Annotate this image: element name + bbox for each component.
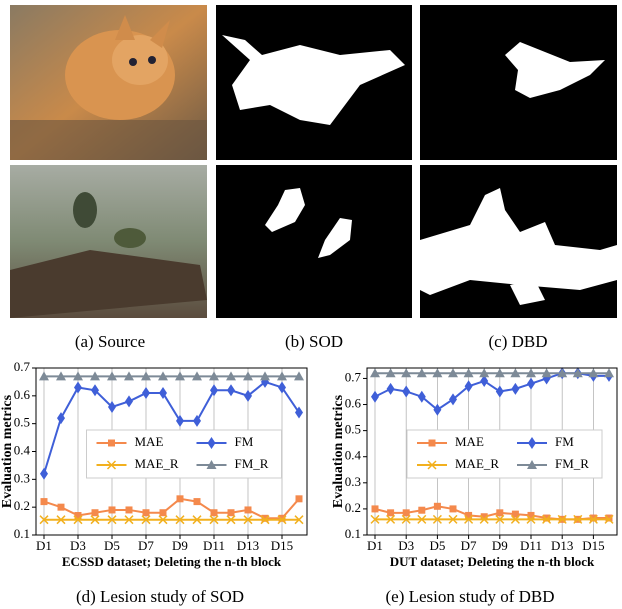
marker [296,495,303,502]
marker [177,495,184,502]
marker [402,385,410,397]
legend-label: MAE [455,434,484,449]
marker [590,515,597,522]
marker [41,498,48,505]
y-tick-label: 0.2 [345,500,361,515]
legend-label: FM_R [555,456,589,471]
y-tick-label: 0.4 [14,442,31,457]
y-tick-label: 0.4 [345,448,362,463]
y-tick-label: 0.3 [345,474,361,489]
y-tick-label: 0.3 [14,470,30,485]
marker [465,380,473,392]
marker [433,404,441,416]
x-tick-label: D13 [551,538,573,553]
x-tick-label: D15 [582,538,604,553]
marker [108,401,116,413]
marker [496,385,504,397]
x-tick-label: D9 [172,538,188,553]
x-tick-label: D3 [398,538,414,553]
marker [91,384,99,396]
marker [194,498,201,505]
marker [543,515,550,522]
marker [387,509,394,516]
legend-label: FM_R [235,456,269,471]
marker [125,395,133,407]
legend-label: FM [555,434,574,449]
marker [496,509,503,516]
marker [92,509,99,516]
x-tick-label: D13 [237,538,259,553]
marker [244,390,252,402]
y-tick-label: 0.5 [14,415,30,430]
marker [527,378,535,390]
x-tick-label: D7 [138,538,154,553]
marker [143,509,150,516]
x-tick-label: D11 [520,538,542,553]
marker [142,387,150,399]
marker [511,383,519,395]
marker [160,509,167,516]
marker [606,515,613,522]
marker [403,509,410,516]
caption: (d) Lesion study of SOD [76,587,244,606]
y-tick-label: 0.1 [345,526,361,541]
y-tick-label: 0.6 [14,387,31,402]
x-tick-label: D7 [461,538,477,553]
figure: (a) Source (b) SOD (c) DBD (d) Lesion st… [0,0,622,609]
series-line [44,499,299,518]
x-tick-label: D11 [203,538,225,553]
marker [418,391,426,403]
marker [429,440,436,447]
source-image-birds [10,165,207,318]
sod-mask-cat [216,5,412,160]
y-tick-label: 0.5 [345,422,361,437]
marker [109,506,116,513]
marker [371,391,379,403]
marker [418,507,425,514]
legend-label: MAE [135,434,164,449]
marker [126,506,133,513]
marker [387,383,395,395]
x-axis-label: ECSSD dataset; Deleting the n-th block [62,554,282,569]
x-tick-label: D3 [70,538,86,553]
marker [227,384,235,396]
marker [450,505,457,512]
x-axis-label: DUT dataset; Deleting the n-th block [390,554,595,569]
sod-mask-birds [216,165,412,318]
y-axis-label: Evaluation metrics [331,394,346,508]
marker [434,503,441,510]
legend-label: FM [235,434,254,449]
y-tick-label: 0.7 [345,369,362,384]
caption: (c) DBD [488,332,547,351]
marker [108,440,115,447]
marker [40,468,48,480]
caption: (a) Source [75,332,145,351]
x-tick-label: D1 [36,538,52,553]
marker [228,509,235,516]
legend-label: MAE_R [455,456,499,471]
marker [211,509,218,516]
series-line [375,506,609,519]
legend-label: MAE_R [135,456,179,471]
x-tick-label: D5 [429,538,445,553]
y-tick-label: 0.1 [14,526,30,541]
marker [245,506,252,513]
x-tick-label: D9 [492,538,508,553]
y-tick-label: 0.7 [14,359,31,374]
dbd-mask-birds [420,165,617,318]
y-tick-label: 0.6 [345,396,362,411]
caption: (b) SOD [285,332,343,351]
x-tick-label: D15 [271,538,293,553]
marker [449,393,457,405]
y-axis-label: Evaluation metrics [0,394,15,508]
marker [372,505,379,512]
caption: (e) Lesion study of DBD [385,587,554,606]
dbd-mask-cat [420,5,617,160]
x-tick-label: D1 [367,538,383,553]
source-image-cat [10,5,207,160]
y-tick-label: 0.2 [14,498,30,513]
marker [58,504,65,511]
x-tick-label: D5 [104,538,120,553]
